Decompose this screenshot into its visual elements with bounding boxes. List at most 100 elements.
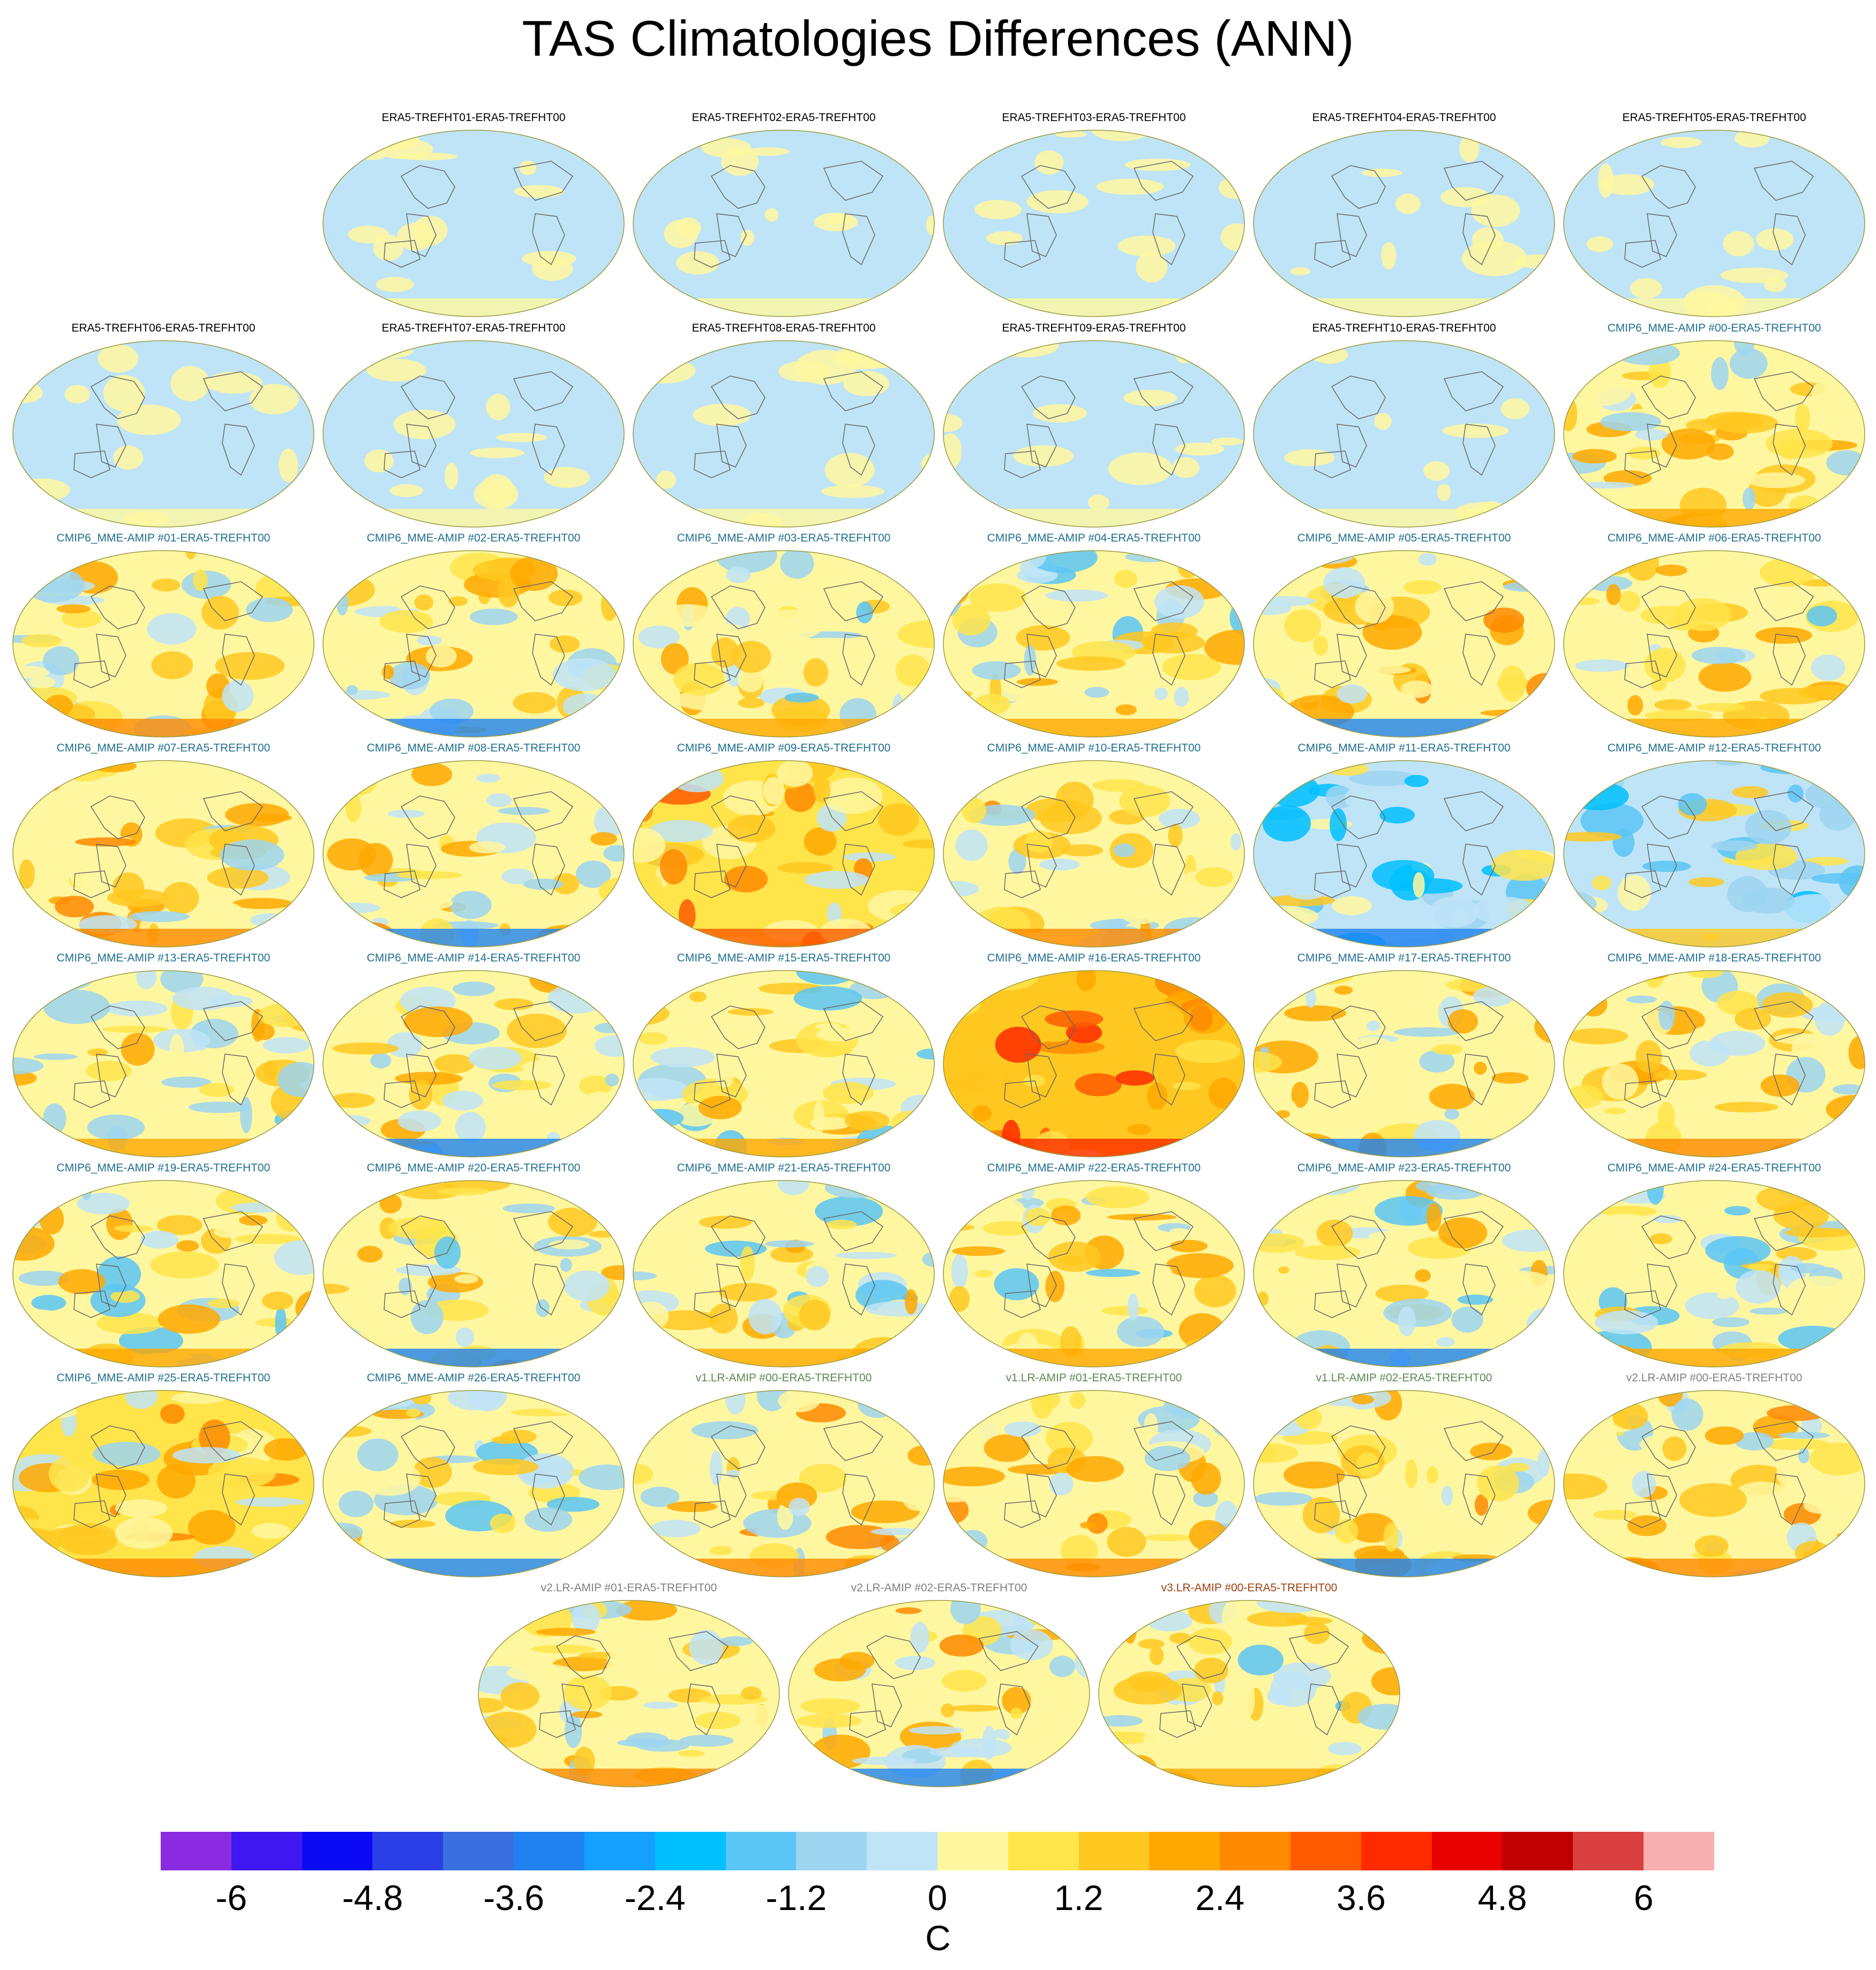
coastline (73, 1500, 110, 1528)
robinson-map (1563, 760, 1865, 948)
colorbar-box (1290, 1832, 1361, 1870)
anomaly-patch (13, 492, 47, 512)
antarctic-band (13, 1139, 314, 1157)
anomaly-patch (1849, 1118, 1863, 1143)
robinson-map (943, 1390, 1245, 1577)
antarctic-band (478, 1769, 779, 1787)
panel-title: ERA5-TREFHT10-ERA5-TREFHT00 (1312, 322, 1496, 334)
anomaly-patch (1705, 1426, 1744, 1445)
anomaly-patch (1457, 1295, 1494, 1305)
map-panel: ERA5-TREFHT06-ERA5-TREFHT00 (11, 320, 316, 529)
anomaly-patch (909, 1726, 964, 1735)
anomaly-patch (907, 1558, 934, 1570)
coastline (400, 1425, 455, 1469)
anomaly-patch (605, 886, 622, 904)
anomaly-patch (552, 658, 617, 691)
anomaly-patch (323, 1340, 357, 1362)
anomaly-patch (594, 805, 624, 838)
anomaly-patch (974, 200, 1022, 220)
anomaly-patch (1159, 808, 1200, 829)
coastline (1331, 795, 1386, 839)
anomaly-patch (1002, 1687, 1031, 1715)
anomaly-patch (855, 1450, 906, 1481)
anomaly-patch (1466, 802, 1520, 832)
anomaly-patch (643, 1273, 695, 1283)
anomaly-patch (19, 859, 35, 889)
anomaly-patch (676, 251, 719, 275)
anomaly-patch (362, 1080, 412, 1094)
anomaly-patch (1026, 190, 1089, 214)
anomaly-patch (1705, 1236, 1771, 1265)
anomaly-patch (337, 763, 378, 796)
anomaly-patch (1186, 1337, 1235, 1352)
anomaly-patch (1016, 678, 1058, 686)
anomaly-patch (13, 712, 38, 737)
anomaly-patch (1765, 428, 1833, 458)
anomaly-patch (1050, 1205, 1081, 1225)
coastline (1443, 371, 1504, 411)
anomaly-patch (1086, 1186, 1150, 1208)
anomaly-patch (895, 1656, 936, 1671)
coastline (222, 844, 255, 896)
anomaly-patch (616, 1600, 678, 1621)
coastline (1624, 660, 1661, 688)
anomaly-patch (727, 814, 776, 843)
anomaly-patch (121, 1033, 155, 1066)
anomaly-patch (1734, 341, 1755, 357)
anomaly-patch (1361, 168, 1402, 177)
anomaly-patch (1653, 1215, 1682, 1223)
anomaly-patch (691, 1421, 759, 1440)
anomaly-patch (1269, 565, 1293, 575)
field-background (13, 341, 314, 527)
anomaly-patch (1766, 1405, 1827, 1421)
anomaly-patch (323, 1181, 358, 1202)
anomaly-patch (279, 448, 298, 483)
anomaly-patch (1404, 775, 1429, 787)
anomaly-patch (1345, 787, 1374, 809)
anomaly-patch (1495, 1151, 1519, 1157)
anomaly-patch (779, 551, 814, 579)
anomaly-patch (1087, 494, 1109, 510)
anomaly-patch (1441, 1485, 1453, 1506)
anomaly-patch (357, 1245, 383, 1263)
anomaly-patch (1254, 1051, 1282, 1073)
anomaly-patch (633, 828, 666, 863)
coastline (1314, 1080, 1351, 1108)
anomaly-patch (856, 601, 873, 623)
anomaly-patch (1587, 1344, 1637, 1364)
anomaly-patch (871, 1528, 922, 1536)
anomaly-patch (573, 1747, 595, 1776)
map-panel: CMIP6_MME-AMIP #10-ERA5-TREFHT00 (941, 740, 1247, 949)
anomaly-patch (715, 551, 777, 573)
panel-title: CMIP6_MME-AMIP #04-ERA5-TREFHT00 (987, 532, 1201, 544)
coastline (842, 844, 875, 896)
anomaly-patch (564, 1714, 582, 1748)
anomaly-patch (678, 899, 696, 931)
anomaly-patch (1295, 1245, 1361, 1260)
coastline (1443, 1001, 1504, 1041)
anomaly-patch (795, 350, 857, 385)
coastline (1641, 795, 1696, 839)
coastline (1337, 1473, 1367, 1517)
map-panel: CMIP6_MME-AMIP #26-ERA5-TREFHT00 (321, 1370, 626, 1579)
anomaly-patch (1348, 1036, 1396, 1066)
anomaly-patch (23, 712, 46, 737)
anomaly-patch (1709, 1031, 1766, 1056)
anomaly-patch (1254, 341, 1287, 351)
anomaly-patch (1244, 1681, 1255, 1717)
anomaly-patch (97, 344, 138, 373)
coastline (1443, 581, 1504, 621)
panel-title: ERA5-TREFHT02-ERA5-TREFHT00 (692, 111, 876, 124)
anomaly-patch (1086, 1513, 1108, 1534)
anomaly-patch (1254, 341, 1300, 373)
anomaly-patch (1211, 1691, 1224, 1705)
colorbar-box (796, 1832, 867, 1870)
anomaly-patch (814, 1658, 866, 1682)
panel-title: v1.LR-AMIP #02-ERA5-TREFHT00 (1316, 1372, 1492, 1384)
coastline (716, 634, 747, 678)
anomaly-patch (1678, 793, 1707, 816)
anomaly-patch (633, 761, 696, 786)
coastline (539, 1710, 576, 1738)
panel-title: ERA5-TREFHT05-ERA5-TREFHT00 (1622, 111, 1806, 124)
coastline (1026, 213, 1057, 257)
